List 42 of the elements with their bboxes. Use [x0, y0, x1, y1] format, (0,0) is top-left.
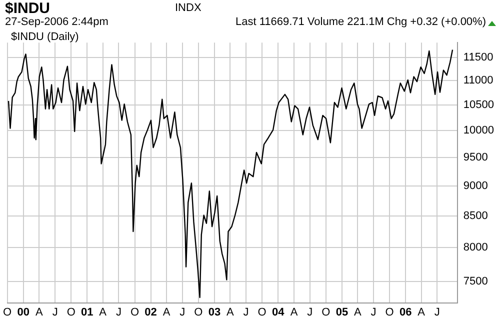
x-tick-label: J: [243, 306, 249, 318]
x-tick-label: A: [290, 306, 298, 318]
y-tick-label: 8000: [463, 242, 488, 254]
x-tick-label: J: [180, 306, 186, 318]
text: INDX: [175, 2, 202, 14]
x-tick-label: J: [52, 306, 58, 318]
x-tick-label: O: [385, 306, 394, 318]
x-tick-label: A: [354, 306, 362, 318]
x-tick-label: A: [418, 306, 426, 318]
x-tick-label: J: [307, 306, 313, 318]
x-tick-label: J: [370, 306, 376, 318]
y-tick-label: 11500: [463, 51, 494, 64]
y-tick-label: 9500: [463, 152, 488, 164]
x-tick-label: J: [434, 306, 440, 318]
x-tick-label: 01: [81, 306, 94, 318]
text: Last 11669.71 Volume 221.1M Chg +0.32 (+0.00%): [235, 16, 486, 28]
x-tick-label: 02: [144, 306, 157, 318]
x-tick-label: O: [66, 306, 76, 318]
text: 27-Sep-2006 2:44pm: [5, 16, 108, 28]
x-tick-label: A: [162, 306, 171, 318]
y-tick-label: 11000: [463, 74, 494, 87]
y-tick-label: 8500: [463, 210, 488, 222]
y-tick-label: 10500: [463, 99, 494, 112]
x-tick-label: O: [258, 306, 267, 318]
x-tick-label: 04: [272, 306, 286, 318]
x-tick-label: 03: [208, 306, 221, 318]
x-tick-label: O: [194, 306, 204, 318]
chart-title: $INDU: [5, 0, 50, 17]
x-tick-label: J: [116, 306, 122, 318]
x-tick-label: O: [322, 306, 331, 318]
y-tick-label: 10000: [463, 124, 494, 137]
x-tick-label: A: [226, 306, 234, 318]
x-tick-label: A: [99, 306, 108, 318]
x-tick-label: 00: [17, 306, 30, 318]
x-tick-label: 06: [399, 306, 412, 318]
x-tick-label: O: [130, 306, 140, 318]
annotation: $INDU (Daily): [9, 31, 81, 43]
x-tick-label: O: [2, 306, 12, 318]
x-tick-label: A: [36, 306, 44, 318]
y-tick-label: 9000: [463, 180, 488, 192]
x-tick-label: 05: [336, 306, 348, 318]
y-tick-label: 7500: [463, 275, 488, 288]
